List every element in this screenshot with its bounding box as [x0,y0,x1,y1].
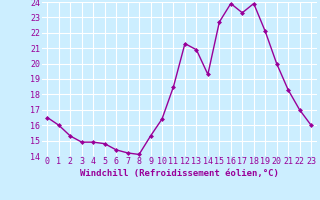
X-axis label: Windchill (Refroidissement éolien,°C): Windchill (Refroidissement éolien,°C) [80,169,279,178]
